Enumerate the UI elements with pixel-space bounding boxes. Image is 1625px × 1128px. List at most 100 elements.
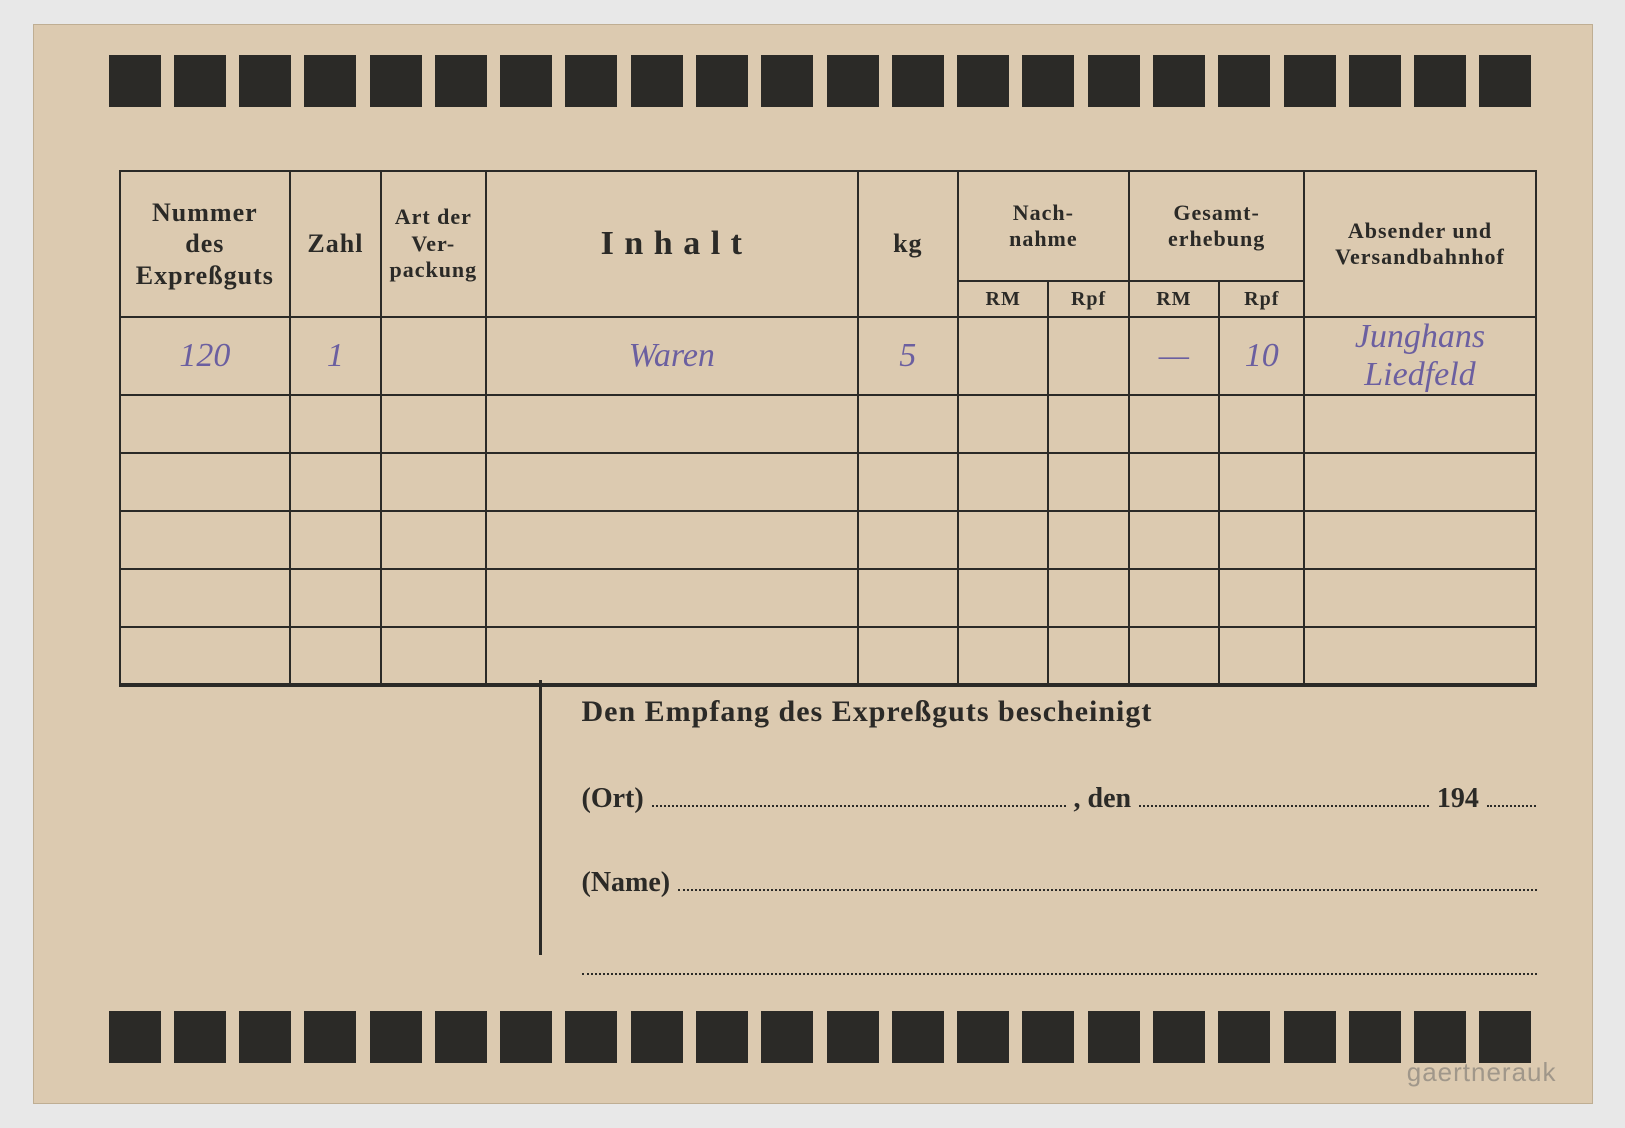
decorative-square: [1284, 1011, 1336, 1063]
cell-art: [381, 511, 486, 569]
decorative-square: [1414, 1011, 1466, 1063]
cell-kg: [858, 453, 958, 511]
header-ges-rm: RM: [1129, 281, 1219, 317]
header-inhalt: I n h a l t: [486, 171, 858, 317]
table-row: 1201Waren5—10JunghansLiedfeld: [120, 317, 1536, 395]
decorative-square: [631, 1011, 683, 1063]
cell-art: [381, 627, 486, 685]
cell-nach_rpf: [1048, 569, 1128, 627]
decorative-squares-bottom: [109, 1011, 1532, 1063]
cell-art: [381, 395, 486, 453]
cell-zahl: 1: [290, 317, 380, 395]
cell-absender: [1304, 395, 1535, 453]
cell-ges_rpf: [1219, 395, 1304, 453]
goods-table-body: 1201Waren5—10JunghansLiedfeld: [120, 317, 1536, 685]
decorative-square: [1284, 55, 1336, 107]
decorative-square: [370, 1011, 422, 1063]
decorative-square: [565, 55, 617, 107]
decorative-square: [957, 55, 1009, 107]
decorative-square: [174, 55, 226, 107]
cell-zahl: [290, 569, 380, 627]
decorative-square: [1479, 1011, 1531, 1063]
decorative-square: [827, 55, 879, 107]
goods-table-wrap: NummerdesExpreßguts Zahl Art derVer-pack…: [119, 170, 1537, 670]
year-prefix: 194: [1437, 783, 1479, 815]
decorative-square: [565, 1011, 617, 1063]
cell-absender: JunghansLiedfeld: [1304, 317, 1535, 395]
cell-kg: [858, 627, 958, 685]
cell-zahl: [290, 453, 380, 511]
receipt-ort-line: (Ort) , den 194: [582, 779, 1537, 815]
cell-inhalt: [486, 627, 858, 685]
decorative-square: [239, 1011, 291, 1063]
cell-absender: [1304, 511, 1535, 569]
header-gesamt: Gesamt-erhebung: [1129, 171, 1305, 281]
watermark: gaertnerauk: [1407, 1057, 1557, 1088]
cell-inhalt: [486, 453, 858, 511]
decorative-square: [761, 55, 813, 107]
decorative-squares-top: [109, 55, 1532, 107]
header-nummer: NummerdesExpreßguts: [120, 171, 291, 317]
express-goods-card: NummerdesExpreßguts Zahl Art derVer-pack…: [33, 24, 1593, 1104]
cell-nach_rpf: [1048, 453, 1128, 511]
decorative-square: [631, 55, 683, 107]
cell-nach_rpf: [1048, 627, 1128, 685]
cell-nach_rm: [958, 317, 1048, 395]
cell-zahl: [290, 511, 380, 569]
decorative-square: [370, 55, 422, 107]
cell-nach_rpf: [1048, 317, 1128, 395]
decorative-square: [1349, 55, 1401, 107]
decorative-square: [761, 1011, 813, 1063]
cell-nach_rm: [958, 627, 1048, 685]
cell-ges_rm: —: [1129, 317, 1219, 395]
decorative-square: [109, 55, 161, 107]
cell-ges_rpf: 10: [1219, 317, 1304, 395]
decorative-square: [1022, 55, 1074, 107]
decorative-square: [1088, 55, 1140, 107]
decorative-square: [1349, 1011, 1401, 1063]
decorative-square: [304, 55, 356, 107]
den-label: , den: [1074, 783, 1132, 815]
decorative-square: [1218, 1011, 1270, 1063]
decorative-square: [1153, 55, 1205, 107]
cell-nach_rm: [958, 569, 1048, 627]
decorative-square: [500, 1011, 552, 1063]
ort-blank[interactable]: [652, 779, 1066, 807]
cell-inhalt: [486, 395, 858, 453]
decorative-square: [1414, 55, 1466, 107]
header-nach-rpf: Rpf: [1048, 281, 1128, 317]
cell-art: [381, 569, 486, 627]
header-absender: Absender undVersandbahnhof: [1304, 171, 1535, 317]
decorative-square: [1022, 1011, 1074, 1063]
table-row: [120, 511, 1536, 569]
name-blank[interactable]: [678, 863, 1536, 891]
date-blank[interactable]: [1139, 779, 1429, 807]
extra-blank[interactable]: [582, 947, 1537, 975]
cell-zahl: [290, 395, 380, 453]
cell-ges_rm: [1129, 511, 1219, 569]
decorative-square: [1153, 1011, 1205, 1063]
cell-inhalt: [486, 511, 858, 569]
receipt-name-line: (Name): [582, 863, 1537, 899]
cell-nach_rm: [958, 453, 1048, 511]
cell-nach_rm: [958, 511, 1048, 569]
cell-kg: 5: [858, 317, 958, 395]
cell-nummer: [120, 453, 291, 511]
cell-nummer: 120: [120, 317, 291, 395]
cell-nummer: [120, 511, 291, 569]
decorative-square: [696, 1011, 748, 1063]
decorative-square: [1088, 1011, 1140, 1063]
decorative-square: [435, 55, 487, 107]
cell-ges_rm: [1129, 627, 1219, 685]
decorative-square: [109, 1011, 161, 1063]
ort-label: (Ort): [582, 783, 644, 815]
receipt-title: Den Empfang des Expreßguts bescheinigt: [582, 695, 1537, 729]
table-row: [120, 453, 1536, 511]
year-blank[interactable]: [1487, 779, 1537, 807]
decorative-square: [500, 55, 552, 107]
header-ges-rpf: Rpf: [1219, 281, 1304, 317]
decorative-square: [827, 1011, 879, 1063]
decorative-square: [892, 55, 944, 107]
cell-ges_rpf: [1219, 511, 1304, 569]
decorative-square: [1218, 55, 1270, 107]
